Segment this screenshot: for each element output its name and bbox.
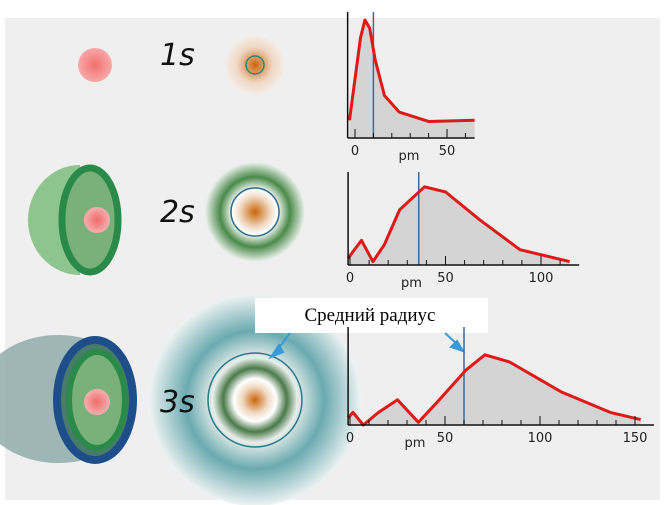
orbital-label: 1s <box>160 38 195 73</box>
tick-label: 50 <box>437 271 454 286</box>
page: Средний радиус 1s 0 50 pm 2s 0 50 100 pm 3s 0 50 100… <box>0 0 665 505</box>
tick-label: 50 <box>439 144 456 159</box>
x-axis-label: pm <box>405 436 426 451</box>
tick-label: 0 <box>346 271 354 286</box>
tick-label: 100 <box>528 431 553 446</box>
tick-label: 50 <box>437 431 454 446</box>
tick-label: 0 <box>351 144 359 159</box>
tick-label: 0 <box>346 431 354 446</box>
callout: Средний радиус <box>305 305 436 326</box>
x-axis-label: pm <box>401 276 422 291</box>
tick-label: 150 <box>623 431 648 446</box>
tick-label: 100 <box>529 271 554 286</box>
x-axis-label: pm <box>399 149 420 164</box>
sphere-1s <box>78 48 112 82</box>
cloud-1s <box>225 35 285 95</box>
sphere-3s <box>0 335 133 463</box>
orbital-label: 2s <box>160 195 195 230</box>
cloud-2s <box>205 162 305 262</box>
orbital-label: 3s <box>160 385 195 420</box>
